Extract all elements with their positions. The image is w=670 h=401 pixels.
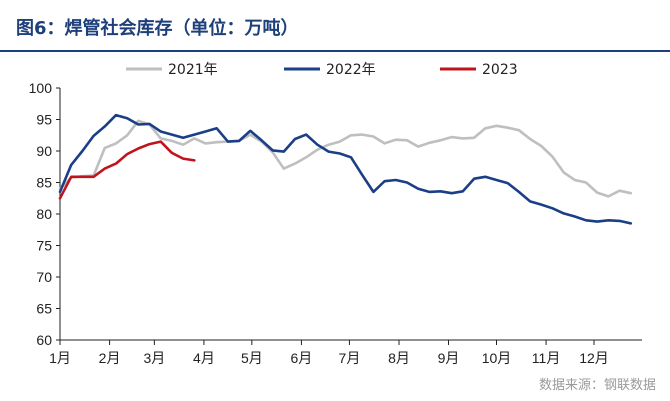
y-tick-label: 80 — [36, 206, 52, 222]
x-tick-label: 8月 — [388, 350, 410, 366]
x-tick-label: 9月 — [438, 350, 460, 366]
y-tick-label: 75 — [36, 238, 52, 254]
y-tick-label: 60 — [36, 332, 52, 348]
figure-title: 图6：焊管社会库存（单位：万吨） — [16, 18, 299, 39]
x-tick-label: 2月 — [99, 350, 121, 366]
y-tick-label: 85 — [36, 175, 52, 191]
x-tick-label: 3月 — [143, 350, 165, 366]
y-tick-label: 65 — [36, 301, 52, 317]
series-line-0 — [58, 119, 633, 198]
y-tick-label: 90 — [36, 143, 52, 159]
legend-label: 2021年 — [168, 62, 218, 78]
legend-label: 2022年 — [326, 62, 376, 78]
y-tick-label: 95 — [36, 112, 52, 128]
series-line-1 — [58, 113, 633, 225]
x-tick-label: 5月 — [241, 350, 263, 366]
axes: 60 65 70 75 80 85 90 95 100 1月 2月 3月 4月 5月 6月 7月 8月 9月 10月… — [29, 80, 642, 366]
x-tick-label: 4月 — [193, 350, 215, 366]
y-tick-label: 100 — [29, 80, 53, 96]
x-tick-label: 11月 — [532, 350, 561, 366]
series-layer — [58, 113, 633, 225]
y-tick-label: 70 — [36, 269, 52, 285]
legend: 2021年 2022年 2023 — [126, 62, 518, 78]
x-tick-label: 10月 — [482, 350, 512, 366]
data-source-note: 数据来源：钢联数据 — [538, 378, 656, 393]
series-line-2 — [58, 140, 196, 200]
x-tick-label: 7月 — [339, 350, 361, 366]
x-tick-label: 6月 — [291, 350, 313, 366]
title-underline — [0, 50, 670, 52]
x-tick-label: 1月 — [49, 350, 71, 366]
legend-label: 2023 — [482, 62, 518, 78]
x-tick-label: 12月 — [579, 350, 609, 366]
